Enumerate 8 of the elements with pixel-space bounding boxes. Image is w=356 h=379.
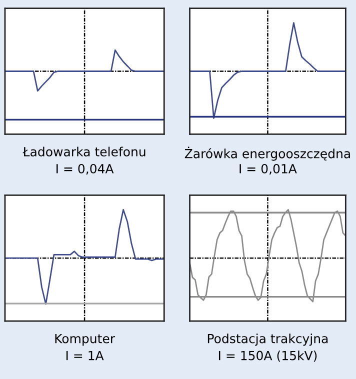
text: Ładowarka telefonu [22,146,146,156]
text: Podstacja trakcyjna [208,334,328,346]
text: I = 150A (15kV) [218,350,317,362]
text: I = 0,04A [56,164,114,175]
text: Komputer [55,334,116,346]
text: I = 0,01A [240,164,297,175]
text: I = 1A [66,350,104,360]
text: Żarówka energooszczędna [184,146,350,161]
